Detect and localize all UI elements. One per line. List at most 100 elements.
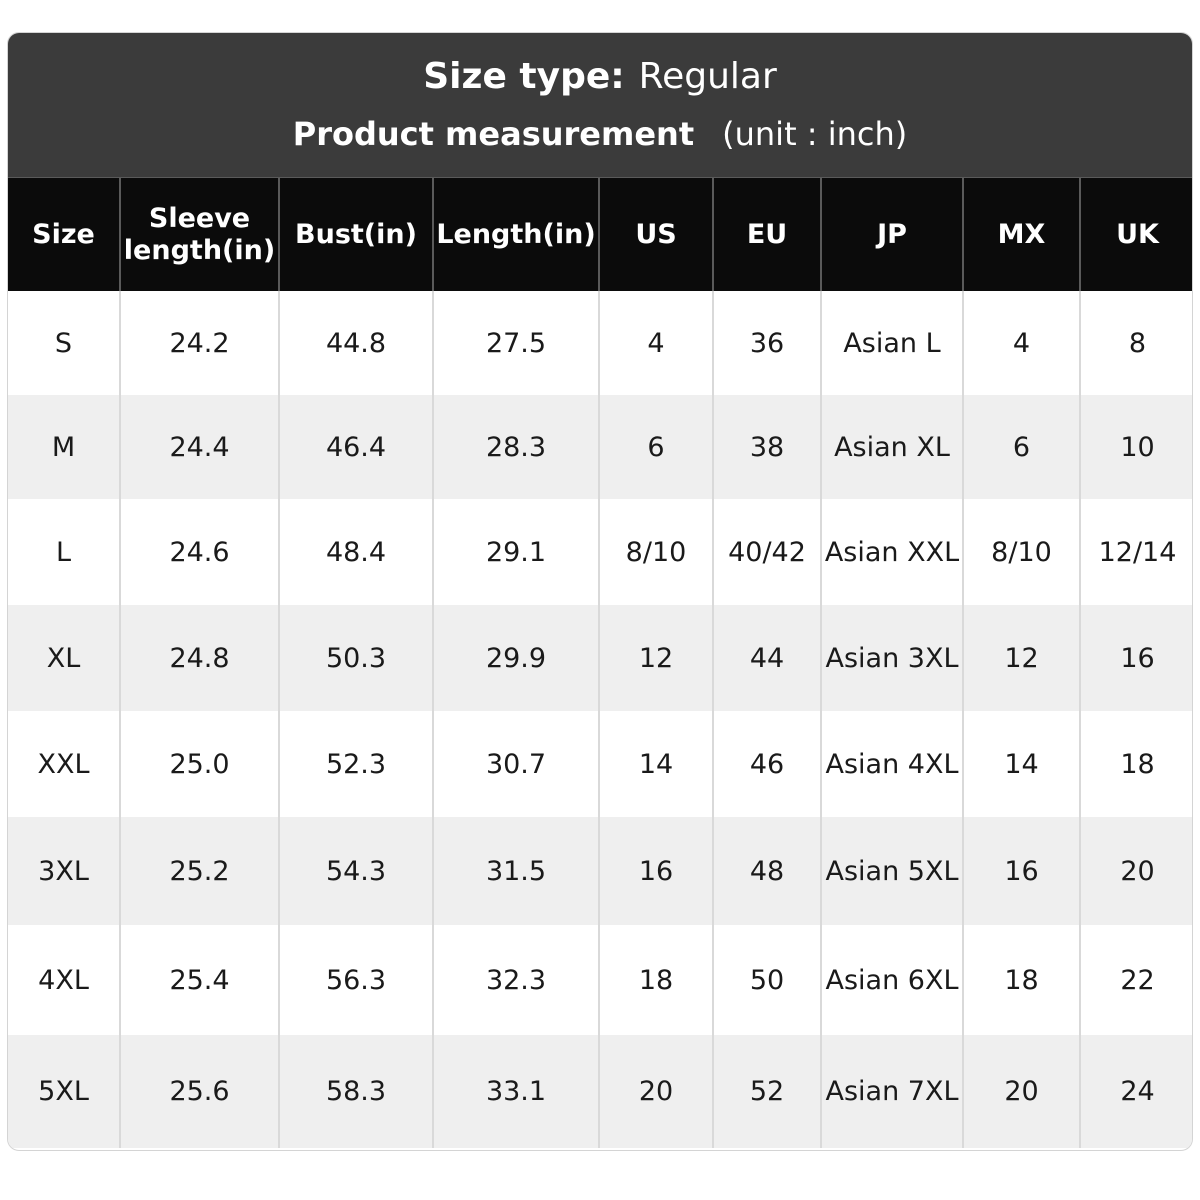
cell-length: 31.5 [432, 817, 599, 925]
cell-size: 4XL [8, 925, 120, 1035]
cell-length: 29.9 [432, 605, 599, 711]
cell-uk: 20 [1079, 817, 1192, 925]
cell-us: 14 [598, 711, 713, 817]
cell-mx: 18 [962, 925, 1080, 1035]
cell-sleeve-length: 24.2 [119, 291, 279, 395]
cell-eu: 40/42 [712, 499, 821, 605]
cell-us: 4 [598, 291, 713, 395]
cell-mx: 6 [962, 395, 1080, 499]
cell-mx: 12 [962, 605, 1080, 711]
size-type-value: Regular [638, 56, 777, 97]
cell-uk: 12/14 [1079, 499, 1192, 605]
cell-bust: 48.4 [278, 499, 433, 605]
col-header-jp: JP [820, 177, 963, 291]
cell-sleeve-length: 24.6 [119, 499, 279, 605]
col-header-bust: Bust(in) [278, 177, 433, 291]
measurement-line: Product measurement (unit : inch) [8, 113, 1192, 155]
cell-eu: 46 [712, 711, 821, 817]
cell-mx: 8/10 [962, 499, 1080, 605]
cell-size: S [8, 291, 120, 395]
cell-sleeve-length: 25.0 [119, 711, 279, 817]
cell-length: 30.7 [432, 711, 599, 817]
cell-length: 32.3 [432, 925, 599, 1035]
cell-bust: 58.3 [278, 1035, 433, 1148]
cell-uk: 24 [1079, 1035, 1192, 1148]
table-row: M 24.4 46.4 28.3 6 38 Asian XL 6 10 [8, 395, 1192, 499]
cell-us: 12 [598, 605, 713, 711]
cell-jp: Asian 6XL [820, 925, 963, 1035]
cell-bust: 52.3 [278, 711, 433, 817]
cell-length: 27.5 [432, 291, 599, 395]
table-header-row: Size Sleeve length(in) Bust(in) Length(i… [8, 177, 1192, 291]
cell-bust: 44.8 [278, 291, 433, 395]
cell-us: 18 [598, 925, 713, 1035]
cell-jp: Asian 7XL [820, 1035, 963, 1148]
cell-jp: Asian XXL [820, 499, 963, 605]
col-header-length: Length(in) [432, 177, 599, 291]
measurement-label: Product measurement [292, 115, 695, 153]
cell-us: 20 [598, 1035, 713, 1148]
col-header-eu: EU [712, 177, 821, 291]
table-row: XXL 25.0 52.3 30.7 14 46 Asian 4XL 14 18 [8, 711, 1192, 817]
size-type-label: Size type: [423, 56, 625, 97]
cell-bust: 46.4 [278, 395, 433, 499]
cell-uk: 18 [1079, 711, 1192, 817]
table-row: 3XL 25.2 54.3 31.5 16 48 Asian 5XL 16 20 [8, 817, 1192, 925]
size-chart-card: Size type: Regular Product measurement (un… [7, 32, 1193, 1151]
cell-eu: 48 [712, 817, 821, 925]
cell-us: 16 [598, 817, 713, 925]
col-header-us: US [598, 177, 713, 291]
cell-size: XXL [8, 711, 120, 817]
cell-length: 29.1 [432, 499, 599, 605]
cell-size: M [8, 395, 120, 499]
cell-sleeve-length: 24.4 [119, 395, 279, 499]
cell-mx: 4 [962, 291, 1080, 395]
cell-size: L [8, 499, 120, 605]
cell-sleeve-length: 25.4 [119, 925, 279, 1035]
cell-mx: 20 [962, 1035, 1080, 1148]
cell-bust: 54.3 [278, 817, 433, 925]
cell-eu: 50 [712, 925, 821, 1035]
cell-length: 33.1 [432, 1035, 599, 1148]
cell-jp: Asian XL [820, 395, 963, 499]
cell-uk: 16 [1079, 605, 1192, 711]
cell-jp: Asian 5XL [820, 817, 963, 925]
cell-sleeve-length: 25.6 [119, 1035, 279, 1148]
cell-us: 8/10 [598, 499, 713, 605]
table-row: 5XL 25.6 58.3 33.1 20 52 Asian 7XL 20 24 [8, 1035, 1192, 1148]
cell-eu: 52 [712, 1035, 821, 1148]
col-header-mx: MX [962, 177, 1080, 291]
cell-eu: 44 [712, 605, 821, 711]
col-header-sleeve-length: Sleeve length(in) [119, 177, 279, 291]
cell-sleeve-length: 24.8 [119, 605, 279, 711]
cell-size: XL [8, 605, 120, 711]
cell-mx: 16 [962, 817, 1080, 925]
cell-sleeve-length: 25.2 [119, 817, 279, 925]
cell-mx: 14 [962, 711, 1080, 817]
col-header-size: Size [8, 177, 120, 291]
table-row: L 24.6 48.4 29.1 8/10 40/42 Asian XXL 8/10 12/14 [8, 499, 1192, 605]
cell-jp: Asian 3XL [820, 605, 963, 711]
table-row: XL 24.8 50.3 29.9 12 44 Asian 3XL 12 16 [8, 605, 1192, 711]
cell-uk: 22 [1079, 925, 1192, 1035]
cell-jp: Asian L [820, 291, 963, 395]
cell-uk: 8 [1079, 291, 1192, 395]
cell-bust: 50.3 [278, 605, 433, 711]
unit-note: (unit : inch) [722, 115, 908, 153]
table-body: S 24.2 44.8 27.5 4 36 Asian L 4 8 M 24.4 46.4 28.3 6 3… [8, 291, 1192, 1148]
cell-length: 28.3 [432, 395, 599, 499]
cell-uk: 10 [1079, 395, 1192, 499]
cell-jp: Asian 4XL [820, 711, 963, 817]
cell-size: 3XL [8, 817, 120, 925]
size-type-line: Size type: Regular [8, 55, 1192, 99]
cell-eu: 38 [712, 395, 821, 499]
cell-us: 6 [598, 395, 713, 499]
table-row: 4XL 25.4 56.3 32.3 18 50 Asian 6XL 18 22 [8, 925, 1192, 1035]
cell-bust: 56.3 [278, 925, 433, 1035]
cell-size: 5XL [8, 1035, 120, 1148]
cell-eu: 36 [712, 291, 821, 395]
col-header-uk: UK [1079, 177, 1192, 291]
size-chart-banner: Size type: Regular Product measurement (un… [8, 33, 1192, 177]
size-table: Size Sleeve length(in) Bust(in) Length(i… [8, 177, 1192, 1148]
